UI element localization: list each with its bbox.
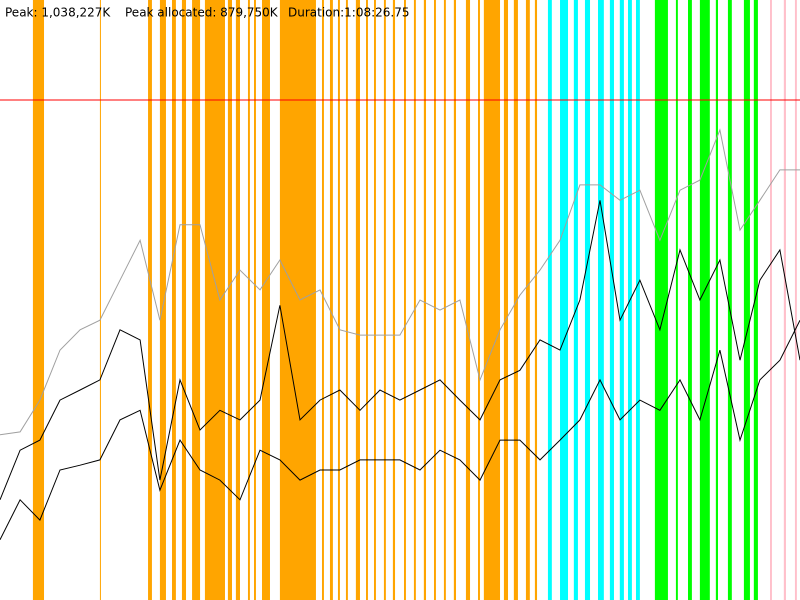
gc-event [598, 0, 604, 600]
gc-event [261, 0, 270, 600]
gc-event [794, 0, 797, 600]
gc-event [159, 0, 166, 600]
gc-event [345, 0, 348, 600]
gc-event [254, 0, 256, 600]
gc-event [99, 0, 101, 600]
gc-event [148, 0, 152, 600]
gc-event [534, 0, 538, 600]
gc-event [204, 0, 225, 600]
gc-event [483, 0, 501, 600]
gc-event [783, 0, 786, 600]
gc-event [573, 0, 578, 600]
gc-event [392, 0, 396, 600]
gc-event [443, 0, 446, 600]
gc-event [32, 0, 45, 600]
gc-event [235, 0, 240, 600]
gc-event [635, 0, 640, 600]
gc-event [699, 0, 710, 600]
gc-event [329, 0, 333, 600]
memory-line [0, 200, 800, 500]
gc-event [423, 0, 427, 600]
gc-event [478, 0, 480, 600]
gc-event [366, 0, 368, 600]
gc-event [181, 0, 187, 600]
gc-event [675, 0, 678, 600]
gc-event [337, 0, 340, 600]
gc-event [403, 0, 406, 600]
gc-event [753, 0, 758, 600]
gc-event [453, 0, 457, 600]
gc-event [560, 0, 569, 600]
gc-event [609, 0, 614, 600]
gc-event [355, 0, 360, 600]
gc-event [654, 0, 668, 600]
gc-event [465, 0, 471, 600]
gc-event [279, 0, 316, 600]
gc-event [227, 0, 232, 600]
gc-event [383, 0, 386, 600]
memory-line [0, 319, 800, 541]
peak-label: Peak: 1,038,227K [5, 6, 111, 20]
gc-event [373, 0, 376, 600]
gc-event [743, 0, 750, 600]
gc-event [619, 0, 624, 600]
gc-event [192, 0, 201, 600]
gc-event [770, 0, 772, 600]
gc-event [321, 0, 324, 600]
gc-event [171, 0, 176, 600]
gc-event [413, 0, 416, 600]
gc-event [547, 0, 552, 600]
gc-event [433, 0, 436, 600]
gc-event [513, 0, 518, 600]
gc-event [247, 0, 250, 600]
gc-event [715, 0, 718, 600]
stat-label: Peak allocated: 879,750K [125, 6, 279, 20]
gc-event [584, 0, 591, 600]
memory-line [0, 128, 800, 436]
gc-event [525, 0, 530, 600]
gc-event [687, 0, 692, 600]
gc-event [503, 0, 509, 600]
stat-label: Duration:1:08:26.75 [288, 6, 410, 20]
gc-event [727, 0, 732, 600]
